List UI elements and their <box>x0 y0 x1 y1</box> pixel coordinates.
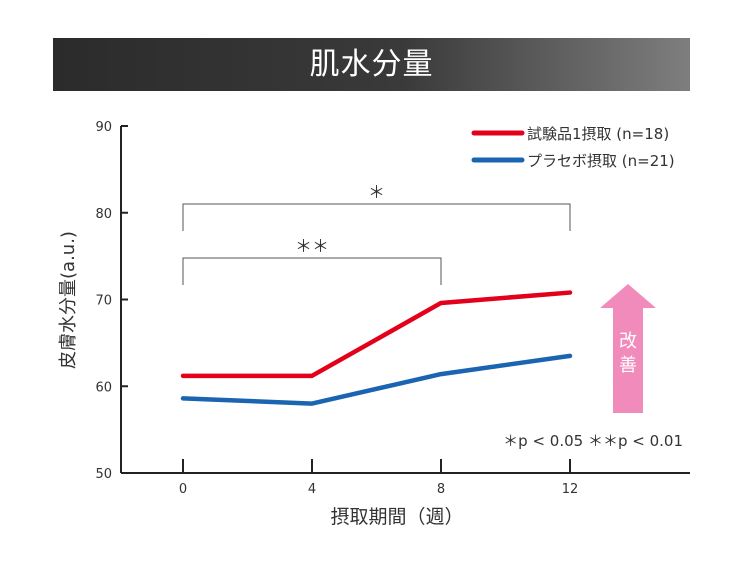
improvement-arrow <box>600 284 656 413</box>
chart-title: 肌水分量 <box>309 47 434 82</box>
y-tick-label: 50 <box>95 467 112 482</box>
series-line-1 <box>180 290 573 379</box>
legend-label: プラセボ摂取 (n=21) <box>527 152 675 170</box>
y-tick-label: 70 <box>95 294 112 309</box>
improvement-label: 改 <box>619 331 637 352</box>
y-tick-label: 90 <box>95 120 112 135</box>
y-tick-label: 60 <box>95 380 112 395</box>
p-value-note: ＊p < 0.05 ＊＊p < 0.01 <box>503 432 683 450</box>
x-tick-label: 12 <box>562 482 579 497</box>
significance-label: ＊＊ <box>295 237 329 257</box>
series-line-2 <box>180 353 573 406</box>
y-axis-label: 皮膚水分量(a.u.) <box>58 231 79 369</box>
x-axis-label: 摂取期間（週） <box>330 506 463 528</box>
x-tick-label: 4 <box>308 482 316 497</box>
x-tick-label: 8 <box>437 482 445 497</box>
significance-bracket <box>182 203 571 231</box>
significance-label: ＊ <box>368 183 385 203</box>
improvement-label: 善 <box>619 355 637 376</box>
significance-bracket <box>182 257 442 285</box>
legend-label: 試験品1摂取 (n=18) <box>527 125 669 143</box>
title-bar: 肌水分量 <box>53 38 690 91</box>
y-tick-label: 80 <box>95 207 112 222</box>
x-tick-label: 0 <box>179 482 187 497</box>
